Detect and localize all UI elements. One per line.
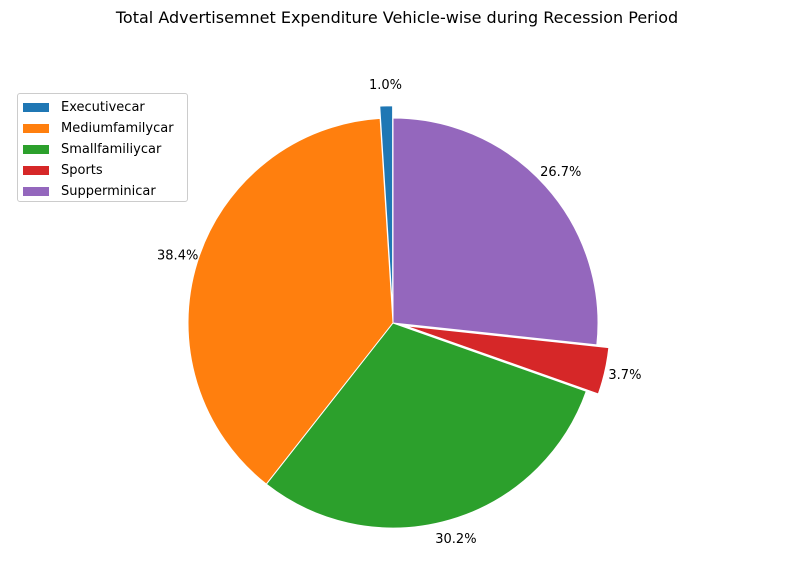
- legend-item: Executivecar: [23, 97, 187, 118]
- legend-label: Sports: [61, 163, 103, 178]
- legend-swatch: [23, 124, 49, 133]
- pie-slice-mediumfamilycar: [187, 117, 394, 485]
- legend-item: Sports: [23, 160, 187, 181]
- legend: Executivecar Mediumfamilycar Smallfamili…: [17, 93, 188, 202]
- legend-swatch: [23, 103, 49, 112]
- legend-swatch: [23, 145, 49, 154]
- pie-labels: 1.0% 38.4% 30.2% 3.7% 26.7%: [157, 78, 641, 547]
- pie-label-smallfamiliycar: 30.2%: [435, 532, 476, 547]
- pie-label-executivecar: 1.0%: [369, 78, 402, 93]
- legend-item: Supperminicar: [23, 181, 187, 202]
- pie-slices: [187, 105, 610, 529]
- legend-swatch: [23, 166, 49, 175]
- legend-label: Mediumfamilycar: [61, 121, 174, 136]
- chart-title: Total Advertisemnet Expenditure Vehicle-…: [115, 8, 679, 27]
- pie-label-mediumfamilycar: 38.4%: [157, 249, 198, 264]
- legend-label: Executivecar: [61, 100, 145, 115]
- pie-slice-smallfamiliycar: [265, 322, 587, 529]
- pie-slice-sports: [404, 325, 610, 395]
- legend-label: Smallfamiliycar: [61, 142, 162, 157]
- legend-item: Mediumfamilycar: [23, 118, 187, 139]
- pie-label-supperminicar: 26.7%: [540, 165, 581, 180]
- legend-item: Smallfamiliycar: [23, 139, 187, 160]
- legend-swatch: [23, 187, 49, 196]
- pie-label-sports: 3.7%: [608, 368, 641, 383]
- pie-slice-supperminicar: [392, 117, 599, 346]
- legend-label: Supperminicar: [61, 184, 156, 199]
